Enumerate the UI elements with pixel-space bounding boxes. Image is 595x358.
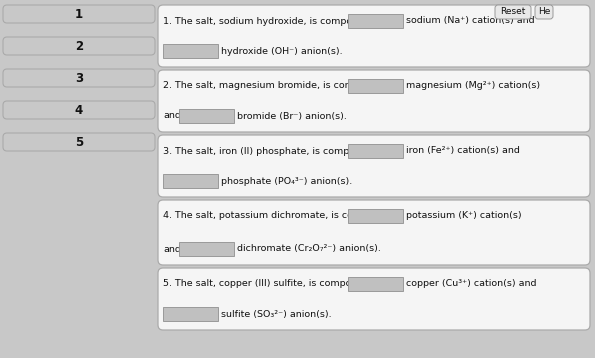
Bar [348, 14, 403, 28]
Bar [348, 79, 403, 93]
Text: 3: 3 [75, 72, 83, 84]
FancyBboxPatch shape [158, 268, 590, 330]
Bar [163, 307, 218, 321]
Text: magnesium (Mg²⁺) cation(s): magnesium (Mg²⁺) cation(s) [406, 82, 540, 91]
FancyBboxPatch shape [3, 37, 155, 55]
Text: 4. The salt, potassium dichromate, is composed of: 4. The salt, potassium dichromate, is co… [163, 212, 403, 221]
Text: 2: 2 [75, 39, 83, 53]
FancyBboxPatch shape [3, 101, 155, 119]
FancyBboxPatch shape [158, 5, 590, 67]
Text: and: and [163, 111, 181, 121]
FancyBboxPatch shape [3, 133, 155, 151]
Text: He: He [538, 8, 550, 16]
Text: Reset: Reset [500, 8, 526, 16]
Text: 5: 5 [75, 135, 83, 149]
Bar [163, 174, 218, 188]
Text: copper (Cu³⁺) cation(s) and: copper (Cu³⁺) cation(s) and [406, 280, 537, 289]
Bar [348, 277, 403, 291]
Bar [179, 242, 234, 256]
Text: iron (Fe²⁺) cation(s) and: iron (Fe²⁺) cation(s) and [406, 146, 520, 155]
Text: 3. The salt, iron (II) phosphate, is composed of: 3. The salt, iron (II) phosphate, is com… [163, 146, 384, 155]
Text: and: and [163, 245, 181, 253]
Text: 1. The salt, sodium hydroxide, is composed of: 1. The salt, sodium hydroxide, is compos… [163, 16, 381, 25]
Text: 1: 1 [75, 8, 83, 20]
FancyBboxPatch shape [495, 5, 531, 19]
Bar [163, 44, 218, 58]
Text: phosphate (PO₄³⁻) anion(s).: phosphate (PO₄³⁻) anion(s). [221, 176, 352, 185]
Text: sulfite (SO₃²⁻) anion(s).: sulfite (SO₃²⁻) anion(s). [221, 310, 331, 319]
FancyBboxPatch shape [535, 5, 553, 19]
Bar [348, 209, 403, 223]
FancyBboxPatch shape [158, 135, 590, 197]
Bar [348, 144, 403, 158]
Text: sodium (Na⁺) cation(s) and: sodium (Na⁺) cation(s) and [406, 16, 535, 25]
FancyBboxPatch shape [158, 200, 590, 265]
Text: 4: 4 [75, 103, 83, 116]
Text: bromide (Br⁻) anion(s).: bromide (Br⁻) anion(s). [237, 111, 347, 121]
Bar [179, 109, 234, 123]
FancyBboxPatch shape [3, 69, 155, 87]
Text: hydroxide (OH⁻) anion(s).: hydroxide (OH⁻) anion(s). [221, 47, 343, 55]
Text: potassium (K⁺) cation(s): potassium (K⁺) cation(s) [406, 212, 522, 221]
FancyBboxPatch shape [158, 70, 590, 132]
FancyBboxPatch shape [3, 5, 155, 23]
Text: dichromate (Cr₂O₇²⁻) anion(s).: dichromate (Cr₂O₇²⁻) anion(s). [237, 245, 381, 253]
Text: 5. The salt, copper (III) sulfite, is composed of: 5. The salt, copper (III) sulfite, is co… [163, 280, 380, 289]
Text: 2. The salt, magnesium bromide, is composed of: 2. The salt, magnesium bromide, is compo… [163, 82, 394, 91]
